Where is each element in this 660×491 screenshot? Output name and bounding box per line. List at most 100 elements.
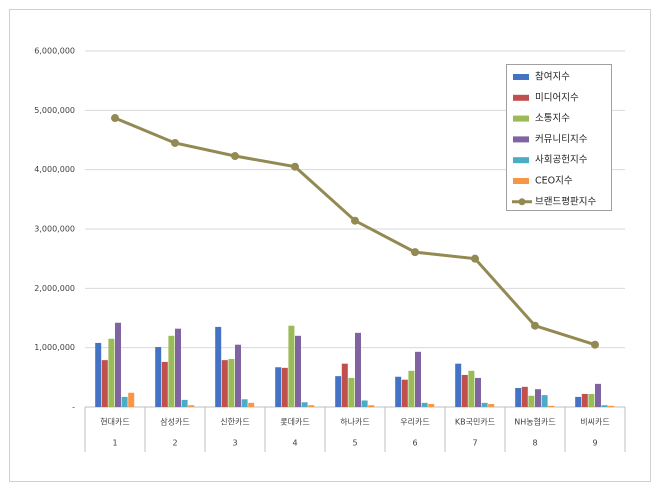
x-group-label: 5 xyxy=(352,439,357,448)
bar xyxy=(181,399,188,407)
y-tick-label: - xyxy=(72,403,75,412)
legend-label: 커뮤니티지수 xyxy=(535,134,588,145)
bar xyxy=(521,386,528,407)
legend-swatch xyxy=(513,74,529,80)
line-marker xyxy=(471,254,479,263)
x-tick-label: 롯데카드 xyxy=(280,418,309,427)
x-tick-label: NH농협카드 xyxy=(514,417,555,427)
bar xyxy=(241,399,248,407)
x-group-label: 7 xyxy=(472,439,477,448)
x-group-label: 9 xyxy=(592,439,597,448)
bar xyxy=(341,363,348,407)
legend-swatch xyxy=(513,157,529,164)
bar xyxy=(308,405,315,407)
bar xyxy=(515,388,522,407)
bar xyxy=(608,405,615,407)
bar xyxy=(348,377,355,407)
legend-swatch xyxy=(513,136,529,143)
bar xyxy=(481,402,488,407)
bar xyxy=(475,377,481,407)
bar xyxy=(428,404,435,407)
bar xyxy=(235,344,241,407)
bar xyxy=(455,363,462,407)
x-tick-label: 비씨카드 xyxy=(580,418,609,427)
x-tick-label: 신한카드 xyxy=(220,418,249,427)
bar xyxy=(175,328,181,407)
bar xyxy=(461,374,468,407)
line-marker xyxy=(591,340,599,349)
bar xyxy=(155,347,162,407)
bar xyxy=(595,383,601,407)
legend-swatch xyxy=(513,94,529,101)
bar xyxy=(215,326,222,407)
bar xyxy=(408,370,415,407)
bar xyxy=(528,395,535,407)
bar xyxy=(228,358,235,407)
line-marker xyxy=(231,152,239,161)
bar xyxy=(415,351,421,407)
bar xyxy=(601,405,608,407)
bar xyxy=(421,402,428,407)
x-tick-label: 삼성카드 xyxy=(160,417,189,427)
line-marker xyxy=(111,114,119,123)
bar xyxy=(361,400,368,407)
legend-label: CEO지수 xyxy=(535,176,573,187)
bar xyxy=(248,402,255,407)
bar xyxy=(115,322,121,407)
bar xyxy=(468,370,475,407)
y-tick-label: 2,000,000 xyxy=(34,284,75,293)
bar xyxy=(395,376,402,407)
bar xyxy=(541,395,548,407)
line-marker xyxy=(411,248,419,257)
bar xyxy=(275,367,282,407)
x-tick-label: 우리카드 xyxy=(400,418,429,427)
bar xyxy=(488,404,495,407)
legend-label: 사회공헌지수 xyxy=(535,155,588,166)
x-group-label: 4 xyxy=(292,439,297,448)
bar xyxy=(301,402,308,407)
bar xyxy=(535,389,541,407)
y-tick-label: 5,000,000 xyxy=(34,106,75,115)
bar xyxy=(368,405,375,407)
bar xyxy=(335,376,342,407)
x-group-label: 3 xyxy=(232,439,237,448)
bar xyxy=(188,405,195,407)
bar xyxy=(581,393,588,407)
bar xyxy=(121,396,128,407)
line-marker xyxy=(291,162,299,171)
bar xyxy=(281,367,288,407)
x-tick-label: KB국민카드 xyxy=(455,417,495,427)
legend-label: 참여지수 xyxy=(535,71,570,83)
legend-marker xyxy=(518,198,526,206)
legend-label: 미디어지수 xyxy=(535,92,579,103)
bar xyxy=(401,379,408,407)
legend-swatch xyxy=(513,115,529,122)
y-tick-label: 6,000,000 xyxy=(34,47,75,56)
x-group-label: 2 xyxy=(172,439,177,448)
legend-swatch xyxy=(513,178,529,184)
bar xyxy=(168,335,175,407)
x-tick-label: 하나카드 xyxy=(340,417,369,427)
x-group-label: 8 xyxy=(532,439,537,448)
bar xyxy=(128,392,135,407)
x-group-label: 1 xyxy=(112,439,117,448)
bar xyxy=(95,342,102,407)
line-marker xyxy=(531,321,539,330)
y-tick-label: 1,000,000 xyxy=(34,343,75,352)
line-marker xyxy=(351,216,359,225)
bar xyxy=(101,360,108,407)
x-tick-label: 현대카드 xyxy=(100,418,129,427)
bar xyxy=(575,396,582,407)
legend-label: 소통지수 xyxy=(535,113,570,124)
y-tick-label: 3,000,000 xyxy=(34,225,75,234)
bar xyxy=(355,332,361,407)
bar xyxy=(288,325,295,407)
bar xyxy=(548,405,555,407)
bar xyxy=(221,360,228,407)
bar xyxy=(161,361,168,407)
bar xyxy=(588,393,595,407)
x-group-label: 6 xyxy=(412,439,417,448)
